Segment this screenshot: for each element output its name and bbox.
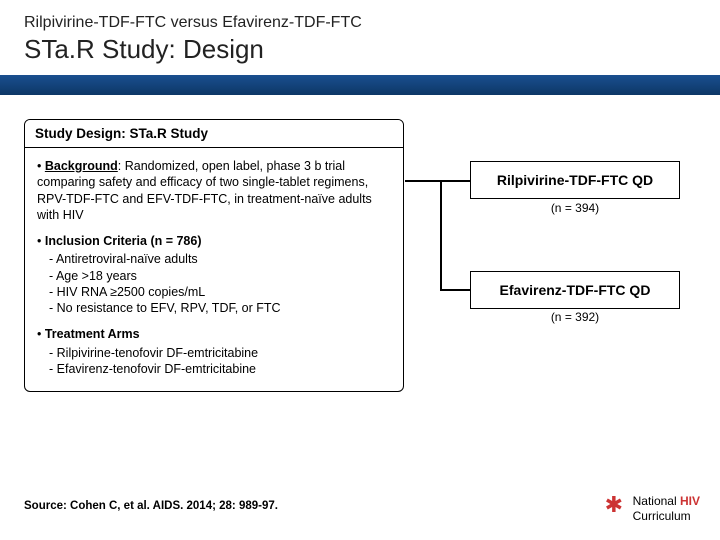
inclusion-item-0: - Antiretroviral-naïve adults — [49, 251, 391, 267]
inclusion-item-1: - Age >18 years — [49, 268, 391, 284]
arm-n-1: (n = 394) — [470, 201, 680, 215]
arm-n-2: (n = 392) — [470, 310, 680, 324]
background-section: • Background: Randomized, open label, ph… — [37, 158, 391, 223]
connector-line — [440, 289, 470, 291]
connector-line — [405, 180, 440, 182]
logo-text: National HIV Curriculum — [633, 492, 700, 522]
treatment-section: • Treatment Arms - Rilpivirine-tenofovir… — [37, 326, 391, 377]
logo-line1b: HIV — [680, 494, 700, 508]
slide-title: STa.R Study: Design — [24, 34, 696, 65]
arm-box-1: Rilpivirine-TDF-FTC QD — [470, 161, 680, 199]
connector-line — [440, 180, 470, 182]
footer-logo: National HIV Curriculum — [607, 492, 700, 522]
asterisk-icon — [607, 497, 627, 517]
treatment-item-1: - Efavirenz-tenofovir DF-emtricitabine — [49, 361, 391, 377]
study-design-heading: Study Design: STa.R Study — [25, 120, 403, 148]
treatment-label: Treatment Arms — [45, 327, 140, 341]
inclusion-label: Inclusion Criteria (n = 786) — [45, 234, 202, 248]
inclusion-section: • Inclusion Criteria (n = 786) - Antiret… — [37, 233, 391, 316]
source-citation: Source: Cohen C, et al. AIDS. 2014; 28: … — [24, 500, 278, 512]
logo-line1a: National — [633, 494, 680, 508]
connector-line — [440, 180, 442, 291]
content-area: Study Design: STa.R Study • Background: … — [0, 95, 720, 392]
inclusion-item-3: - No resistance to EFV, RPV, TDF, or FTC — [49, 300, 391, 316]
logo-line2: Curriculum — [633, 510, 700, 522]
inclusion-item-2: - HIV RNA ≥2500 copies/mL — [49, 284, 391, 300]
study-design-body: • Background: Randomized, open label, ph… — [25, 148, 403, 391]
divider-bar — [0, 75, 720, 95]
slide-subtitle: Rilpivirine-TDF-FTC versus Efavirenz-TDF… — [24, 14, 696, 32]
background-label: Background — [45, 159, 118, 173]
arm-box-2: Efavirenz-TDF-FTC QD — [470, 271, 680, 309]
slide-header: Rilpivirine-TDF-FTC versus Efavirenz-TDF… — [0, 0, 720, 75]
study-design-box: Study Design: STa.R Study • Background: … — [24, 119, 404, 392]
treatment-item-0: - Rilpivirine-tenofovir DF-emtricitabine — [49, 345, 391, 361]
